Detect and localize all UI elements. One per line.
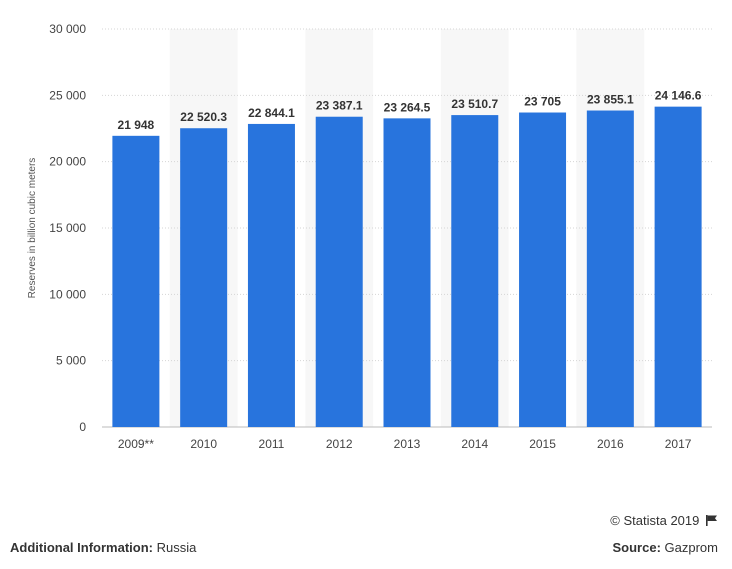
- data-label-2010: 22 520.3: [180, 110, 227, 124]
- copyright-text: © Statista 2019: [610, 513, 700, 528]
- x-tick-label: 2016: [597, 437, 624, 451]
- data-label-2014: 23 510.7: [451, 97, 498, 111]
- data-label-2011: 22 844.1: [248, 106, 295, 120]
- bar-2016[interactable]: [586, 110, 634, 427]
- bar-2010[interactable]: [180, 128, 228, 427]
- copyright-notice: © Statista 2019: [610, 513, 718, 528]
- y-tick-label: 5 000: [56, 354, 86, 368]
- source-label: Source:: [612, 540, 661, 555]
- bar-2014[interactable]: [451, 115, 499, 428]
- y-tick-label: 30 000: [49, 22, 86, 36]
- x-tick-label: 2012: [326, 437, 353, 451]
- y-axis-title: Reserves in billion cubic meters: [27, 158, 38, 299]
- bar-2011[interactable]: [247, 123, 295, 427]
- x-tick-label: 2010: [190, 437, 217, 451]
- bar-chart: 0 5 000 10 000 15 000 20 000 25 000 30 000 21 …: [27, 22, 712, 451]
- data-label-2009**: 21 948: [118, 118, 155, 132]
- data-label-2016: 23 855.1: [587, 93, 634, 107]
- y-tick-label: 25 000: [49, 88, 86, 102]
- additional-information: Additional Information: Russia: [10, 540, 196, 555]
- bars: [112, 106, 702, 428]
- x-tick-label: 2011: [259, 437, 285, 451]
- x-axis-ticks: 2009** 2010 2011 2012 2013 2014 2015 2016 2017: [118, 437, 692, 451]
- y-tick-label: 10 000: [49, 287, 86, 301]
- bar-2015[interactable]: [519, 112, 567, 427]
- additional-information-value: Russia: [156, 540, 197, 555]
- y-axis-ticks: 0 5 000 10 000 15 000 20 000 25 000 30 000: [49, 22, 86, 434]
- bar-2009**[interactable]: [112, 135, 160, 428]
- y-tick-label: 15 000: [49, 221, 86, 235]
- data-labels: 21 948 22 520.3 22 844.1 23 387.1 23 264.5 23…: [118, 89, 702, 132]
- source-info: Source: Gazprom: [613, 540, 719, 555]
- data-label-2017: 24 146.6: [655, 89, 702, 103]
- data-label-2013: 23 264.5: [384, 100, 431, 114]
- bar-2013[interactable]: [383, 118, 431, 427]
- additional-information-label: Additional Information:: [10, 540, 153, 555]
- data-label-2015: 23 705: [524, 95, 561, 109]
- source-value: Gazprom: [664, 540, 718, 555]
- x-tick-label: 2009**: [118, 437, 154, 451]
- bar-2012[interactable]: [315, 116, 363, 427]
- x-tick-label: 2017: [665, 437, 692, 451]
- x-tick-label: 2014: [461, 437, 488, 451]
- data-label-2012: 23 387.1: [316, 99, 363, 113]
- y-tick-label: 0: [79, 420, 86, 434]
- y-tick-label: 20 000: [49, 155, 86, 169]
- flag-icon[interactable]: [706, 515, 718, 526]
- x-tick-label: 2015: [529, 437, 556, 451]
- bar-2017[interactable]: [654, 106, 702, 428]
- x-tick-label: 2013: [394, 437, 421, 451]
